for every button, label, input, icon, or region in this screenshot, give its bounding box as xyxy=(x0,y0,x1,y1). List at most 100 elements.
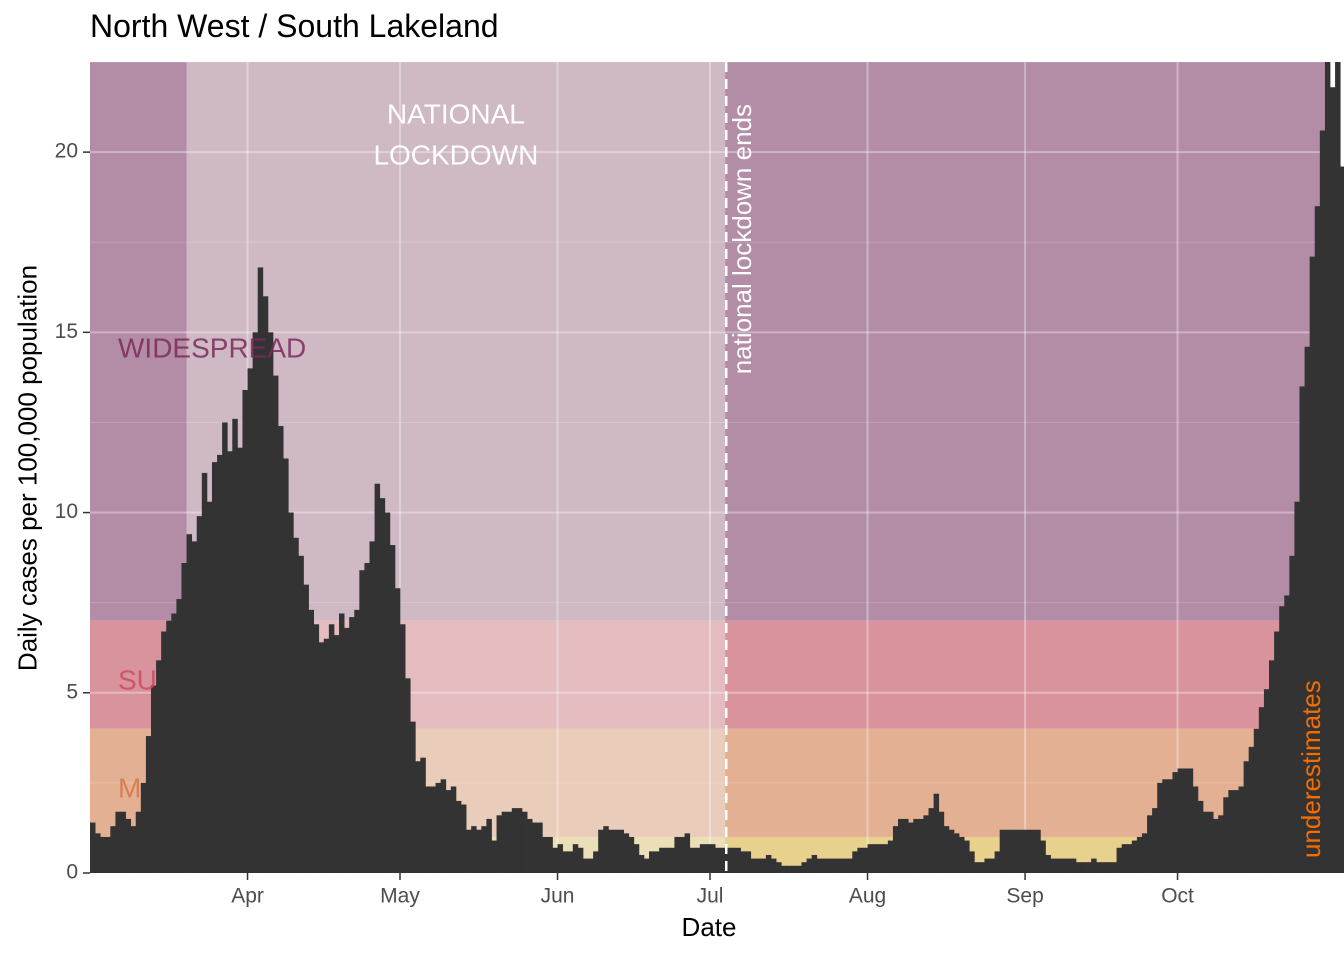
bar xyxy=(786,865,792,873)
bar xyxy=(623,833,630,873)
bar xyxy=(765,854,772,873)
bar xyxy=(476,829,482,873)
band-label: M xyxy=(118,772,141,803)
x-tick-label: Aug xyxy=(849,885,886,908)
bar xyxy=(730,847,736,873)
band-0 xyxy=(90,62,1330,621)
bar xyxy=(425,786,431,873)
bar xyxy=(267,332,274,873)
bar xyxy=(1213,818,1219,873)
bar xyxy=(471,826,477,873)
bar xyxy=(964,840,970,873)
bar xyxy=(283,458,289,873)
bar xyxy=(394,588,401,873)
bar xyxy=(181,563,187,873)
bar xyxy=(1035,829,1041,873)
bar xyxy=(298,555,304,873)
bar xyxy=(313,624,320,873)
bar xyxy=(384,512,391,873)
bar xyxy=(303,584,309,873)
lockdown-end-label: national lockdown ends xyxy=(727,104,757,374)
bar xyxy=(760,858,767,873)
bar xyxy=(567,851,574,873)
bar xyxy=(206,501,213,873)
bar xyxy=(908,822,914,873)
bar xyxy=(364,563,370,873)
bar xyxy=(542,836,548,873)
bar xyxy=(1289,555,1295,873)
bar xyxy=(369,541,375,873)
bar xyxy=(308,609,315,873)
bar xyxy=(1121,844,1128,873)
bar xyxy=(989,858,995,873)
y-tick-label: 5 xyxy=(66,680,78,703)
bar xyxy=(842,858,848,873)
bar xyxy=(867,844,874,873)
bar xyxy=(847,858,853,873)
bar xyxy=(328,624,335,873)
bar xyxy=(537,822,543,873)
y-tick-label: 10 xyxy=(55,500,78,523)
bar xyxy=(1020,829,1026,873)
bar xyxy=(354,609,360,873)
bar xyxy=(445,790,452,873)
bar xyxy=(791,865,797,873)
bar xyxy=(745,851,752,873)
bar xyxy=(511,808,518,873)
bar xyxy=(1238,786,1245,873)
bar xyxy=(186,534,193,873)
x-tick-label: Sep xyxy=(1006,885,1043,908)
y-axis: 0 5 10 15 20 xyxy=(55,140,90,884)
bar xyxy=(466,829,472,873)
bar xyxy=(344,627,350,873)
bar xyxy=(1253,728,1260,873)
bar xyxy=(196,516,203,873)
bar xyxy=(222,422,228,873)
bar xyxy=(349,617,355,873)
bar xyxy=(1116,847,1123,873)
bar xyxy=(252,332,259,873)
bar xyxy=(608,829,614,873)
bar xyxy=(166,620,172,873)
bar xyxy=(1065,858,1072,873)
bar xyxy=(1309,256,1316,873)
bar xyxy=(913,818,919,873)
bar xyxy=(1197,800,1204,873)
bar xyxy=(140,782,147,873)
bar xyxy=(669,847,675,873)
bar xyxy=(1070,858,1077,873)
bar xyxy=(501,811,508,873)
bar xyxy=(628,836,635,873)
bar xyxy=(831,858,838,873)
bar xyxy=(1080,862,1087,873)
bar xyxy=(1330,87,1336,874)
bar xyxy=(664,847,670,873)
lockdown-label-line2: LOCKDOWN xyxy=(373,139,538,170)
bar xyxy=(715,847,721,873)
bar xyxy=(1177,768,1184,873)
bar xyxy=(506,811,513,873)
bar xyxy=(1243,761,1250,873)
bar xyxy=(923,815,929,873)
bar xyxy=(135,811,142,873)
bar xyxy=(1223,797,1229,873)
bar xyxy=(1182,768,1189,873)
bar xyxy=(1111,862,1117,873)
bar xyxy=(562,851,569,873)
bar xyxy=(359,570,365,873)
bar xyxy=(959,836,965,873)
bar xyxy=(618,829,625,873)
bar xyxy=(1167,779,1173,873)
bar xyxy=(293,537,299,873)
bar xyxy=(374,483,381,873)
bar xyxy=(400,624,406,873)
bar xyxy=(389,544,396,873)
bar xyxy=(120,811,126,873)
bar xyxy=(704,844,711,873)
bar xyxy=(826,858,833,873)
bar xyxy=(1004,829,1011,873)
bar xyxy=(816,858,823,873)
bar xyxy=(435,782,442,873)
lockdown-label-line1: NATIONAL xyxy=(387,98,525,129)
